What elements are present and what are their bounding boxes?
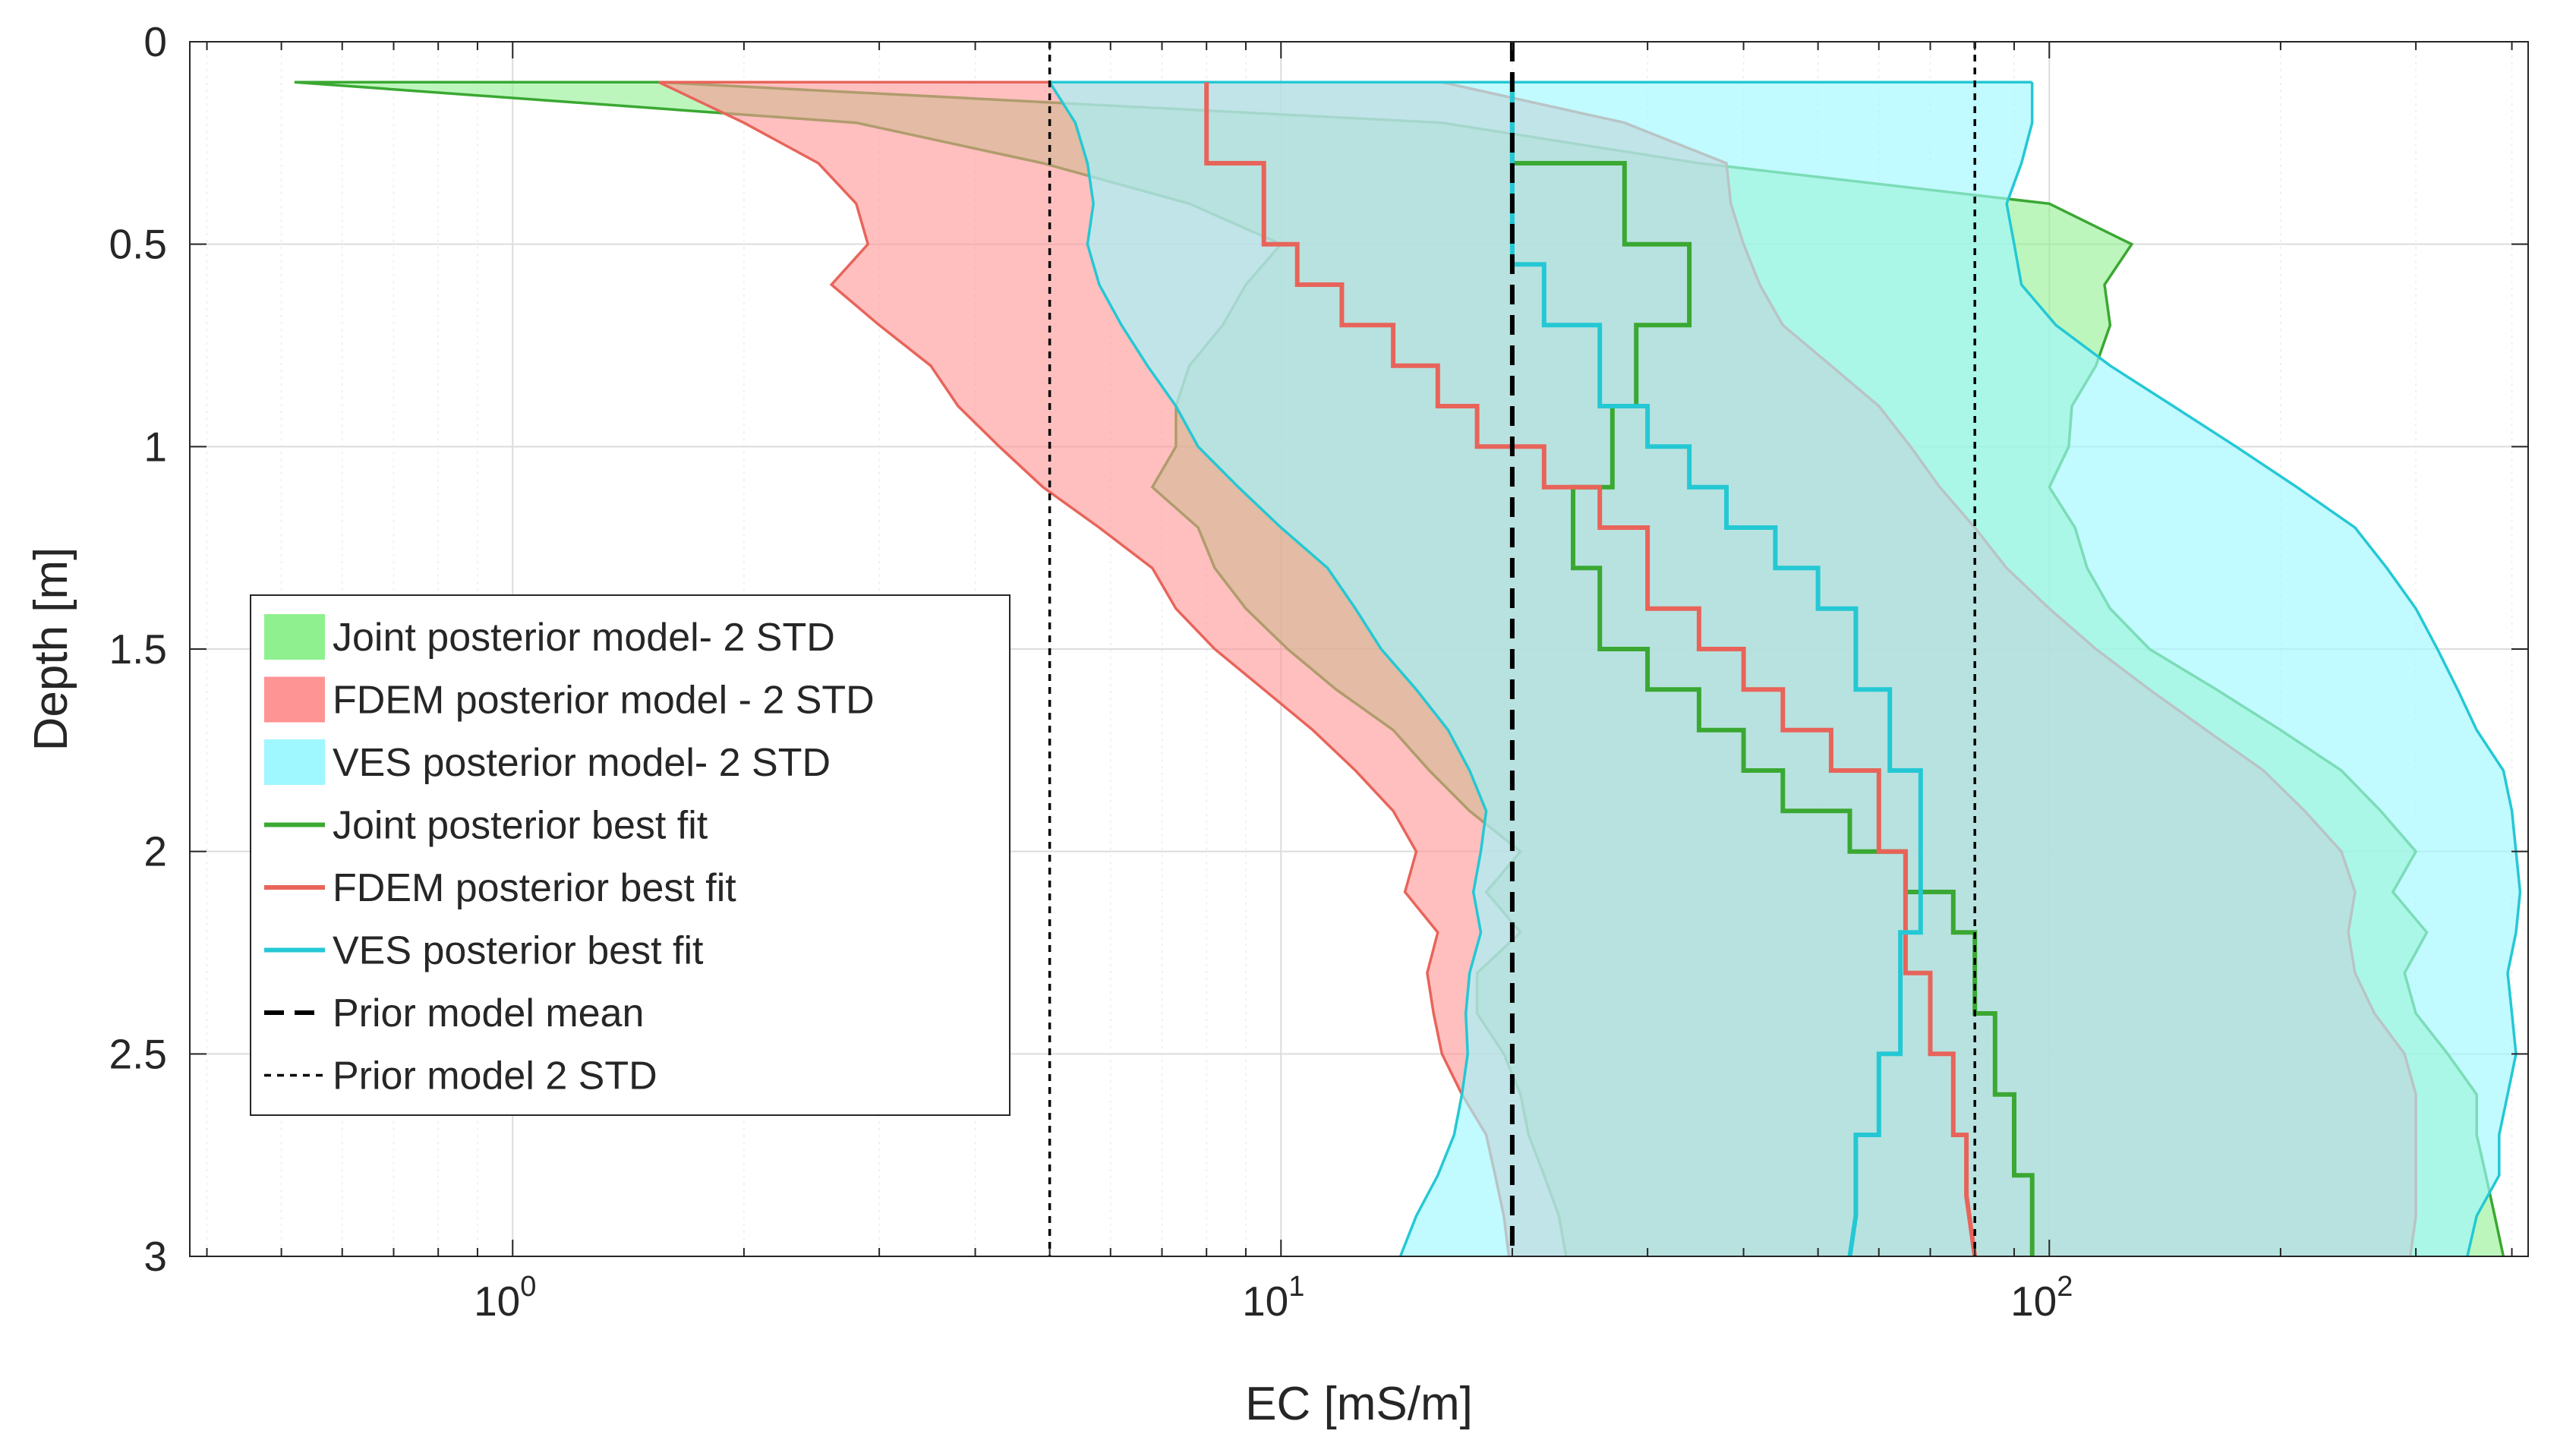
- legend-label: Prior model 2 STD: [333, 1054, 657, 1098]
- series-line-2: [1509, 82, 1923, 1256]
- legend-swatch: [264, 614, 325, 660]
- tick-layer: [190, 41, 2528, 1257]
- y-tick-label: 2.5: [109, 1030, 167, 1077]
- legend-label: FDEM posterior best fit: [333, 866, 736, 910]
- y-tick-label: 3: [143, 1233, 167, 1280]
- y-axis-label: Depth [m]: [25, 547, 77, 752]
- y-tick-label: 1.5: [109, 626, 167, 673]
- y-tick-label: 1: [143, 423, 167, 470]
- legend-label: Prior model mean: [333, 991, 644, 1035]
- y-tick-label: 0: [143, 18, 167, 65]
- legend-swatch: [264, 739, 325, 785]
- legend-swatch: [264, 676, 325, 723]
- band-upper-edge-2: [2005, 82, 2522, 1256]
- line-layer: [1048, 42, 2035, 1256]
- legend-label: Joint posterior best fit: [333, 804, 708, 848]
- legend-label: FDEM posterior model - 2 STD: [333, 679, 875, 723]
- band-area-2: [1049, 82, 2521, 1256]
- band-lower-edge-1: [658, 80, 1511, 1256]
- legend: Joint posterior model- 2 STD FDEM posteri…: [250, 594, 1011, 1116]
- band-lower-edge-2: [1048, 81, 1488, 1256]
- legend-label: VES posterior best fit: [333, 929, 704, 973]
- y-tick-label: 0.5: [109, 221, 167, 268]
- legend-label: Joint posterior model- 2 STD: [333, 616, 835, 660]
- y-tick-label: 2: [143, 828, 167, 875]
- legend-box: [250, 594, 1011, 1116]
- series-line-0: [1509, 82, 2035, 1256]
- series-line-1: [1204, 82, 1978, 1256]
- x-axis-label: EC [mS/m]: [1245, 1378, 1473, 1430]
- legend-label: VES posterior model- 2 STD: [333, 741, 831, 785]
- x-tick-label: 100: [474, 1271, 536, 1325]
